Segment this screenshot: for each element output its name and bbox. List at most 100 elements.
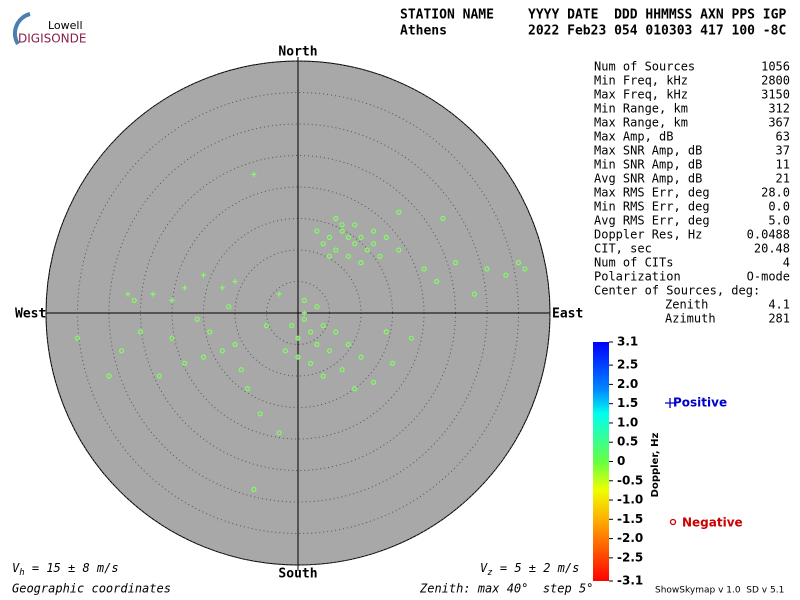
source-point bbox=[301, 297, 307, 303]
source-point bbox=[295, 354, 301, 360]
source-point bbox=[219, 348, 225, 354]
colorbar-tick-label: 0.5 bbox=[617, 435, 638, 449]
source-point bbox=[207, 329, 213, 335]
stat-value: 37 bbox=[776, 144, 790, 158]
source-point bbox=[383, 329, 389, 335]
header: YYYY DATE DDD HHMMSS AXN PPS IGP bbox=[528, 8, 786, 23]
source-point bbox=[515, 260, 522, 266]
stat-label: Num of Sources bbox=[594, 60, 695, 74]
source-point bbox=[396, 247, 402, 253]
source-point bbox=[352, 241, 358, 247]
stat-label: Center of Sources, deg: bbox=[594, 284, 760, 298]
stat-value: 4.1 bbox=[768, 298, 790, 312]
source-point bbox=[471, 291, 477, 297]
source-point bbox=[276, 291, 282, 297]
colorbar-title: Doppler, Hz bbox=[650, 433, 661, 498]
source-point bbox=[345, 341, 351, 348]
source-point bbox=[282, 348, 288, 354]
footer: ShowSkymap v 1.0 SD v 5.1 bbox=[655, 586, 784, 596]
source-point bbox=[314, 341, 320, 348]
stat-value: 5.0 bbox=[768, 214, 790, 228]
source-point bbox=[408, 335, 414, 341]
stat-value: 11 bbox=[776, 158, 790, 172]
stat-label: Max SNR Amp, dB bbox=[594, 144, 702, 158]
stat-label: Polarization bbox=[594, 270, 681, 284]
legend-entry: Negative bbox=[682, 516, 743, 530]
source-point bbox=[301, 310, 307, 316]
legend-marker bbox=[669, 518, 677, 526]
source-point bbox=[339, 222, 345, 228]
source-point bbox=[320, 241, 326, 247]
source-point bbox=[125, 291, 131, 297]
source-point bbox=[371, 228, 377, 234]
colorbar bbox=[593, 342, 609, 581]
stat-value: 4 bbox=[783, 256, 790, 270]
source-point bbox=[200, 354, 207, 360]
source-point bbox=[301, 316, 307, 322]
colorbar-tick-label: -1.5 bbox=[617, 512, 643, 526]
source-point bbox=[226, 304, 232, 310]
legend-marker bbox=[665, 398, 675, 408]
source-point bbox=[169, 297, 175, 303]
source-point bbox=[339, 367, 345, 373]
stat-label: Max RMS Err, deg bbox=[594, 186, 710, 200]
source-point bbox=[131, 297, 137, 303]
direction-label: North bbox=[278, 45, 317, 60]
source-point bbox=[326, 253, 333, 259]
stat-value: O-mode bbox=[747, 270, 790, 284]
source-point bbox=[396, 209, 402, 215]
logo-top: Lowell bbox=[48, 19, 83, 32]
source-point bbox=[245, 386, 251, 392]
source-point bbox=[232, 341, 238, 348]
source-point bbox=[352, 222, 358, 228]
source-point bbox=[232, 279, 238, 284]
colorbar-tick-label: 2.5 bbox=[617, 358, 638, 372]
source-point bbox=[194, 316, 200, 322]
legend-entry: Positive bbox=[673, 396, 727, 410]
source-point bbox=[389, 360, 396, 366]
source-point bbox=[371, 379, 377, 385]
source-point bbox=[383, 234, 389, 240]
source-point bbox=[421, 266, 427, 272]
colorbar-tick-label: 1.5 bbox=[617, 396, 638, 410]
source-point bbox=[503, 272, 509, 278]
colorbar-tick-label: -1.0 bbox=[617, 493, 643, 507]
stat-value: 0.0 bbox=[768, 200, 790, 214]
source-point bbox=[345, 234, 351, 240]
source-point bbox=[484, 266, 490, 272]
colorbar-tick-label: 3.1 bbox=[617, 335, 638, 349]
stat-value: 0.0488 bbox=[747, 228, 790, 242]
direction-label: West bbox=[15, 307, 46, 322]
stat-label: Max Amp, dB bbox=[594, 130, 673, 144]
colorbar-tick-label: -2.5 bbox=[617, 550, 643, 564]
source-point bbox=[106, 373, 112, 379]
colorbar-tick-label: 1.0 bbox=[617, 415, 638, 429]
footer: Zenith: max 40° step 5° bbox=[419, 582, 593, 596]
source-point bbox=[263, 323, 270, 329]
stat-value: 21 bbox=[776, 172, 790, 186]
source-point bbox=[314, 304, 320, 310]
source-point bbox=[352, 386, 358, 392]
stat-label: Doppler Res, Hz bbox=[594, 228, 702, 242]
source-point bbox=[308, 360, 314, 366]
source-point bbox=[440, 215, 446, 222]
stat-value: 281 bbox=[768, 312, 790, 326]
stat-value: 367 bbox=[768, 116, 790, 130]
source-point bbox=[219, 285, 225, 291]
source-point bbox=[377, 253, 383, 259]
footer: Geographic coordinates bbox=[12, 582, 171, 596]
source-point bbox=[320, 323, 326, 329]
stat-label: Min RMS Err, deg bbox=[594, 200, 710, 214]
colorbar-tick-label: 2.0 bbox=[617, 377, 638, 391]
direction-label: South bbox=[278, 567, 317, 582]
stat-value: 312 bbox=[768, 102, 790, 116]
source-point bbox=[333, 329, 339, 335]
source-point bbox=[333, 247, 339, 253]
stat-label: CIT, sec bbox=[594, 242, 652, 256]
stat-value: 28.0 bbox=[761, 186, 790, 200]
source-point bbox=[257, 411, 263, 417]
source-point bbox=[326, 348, 333, 354]
source-point bbox=[238, 367, 244, 373]
stat-value: 2800 bbox=[761, 74, 790, 88]
